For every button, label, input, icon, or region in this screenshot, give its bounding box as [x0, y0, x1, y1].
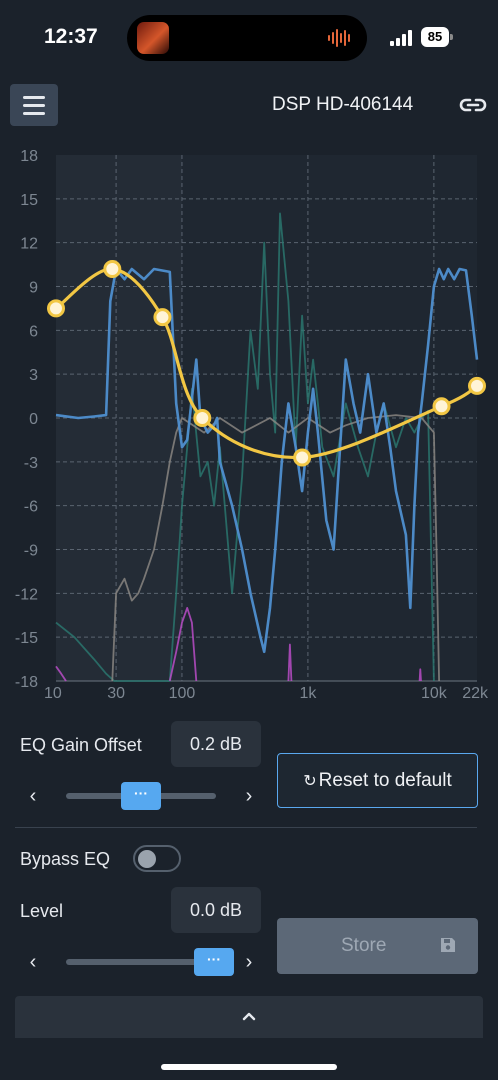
- album-art-icon: [137, 22, 169, 54]
- x-tick-label: 1k: [299, 685, 317, 702]
- reset-to-default-button[interactable]: ↻ Reset to default: [277, 753, 478, 808]
- status-bar: 12:37 85: [0, 0, 498, 75]
- y-tick-label: 15: [20, 192, 38, 209]
- eq-control-point[interactable]: [468, 376, 486, 395]
- device-title: DSP HD-406144: [272, 94, 414, 115]
- level-slider-track[interactable]: [66, 959, 216, 965]
- reset-icon: ↻: [303, 773, 317, 790]
- eq-gain-slider-thumb[interactable]: ···: [121, 782, 161, 810]
- y-tick-label: -15: [15, 630, 38, 647]
- reset-button-label: Reset to default: [318, 770, 452, 791]
- series-line: [55, 665, 67, 682]
- x-tick-label: 10k: [421, 685, 448, 702]
- series-line: [287, 643, 293, 682]
- eq-control-point[interactable]: [47, 299, 65, 318]
- y-tick-label: -6: [24, 499, 38, 516]
- level-increase-button[interactable]: ›: [245, 951, 253, 973]
- level-slider-thumb[interactable]: ···: [194, 948, 234, 976]
- y-tick-label: 3: [29, 367, 38, 384]
- chevron-up-icon: [242, 1012, 256, 1021]
- y-tick-label: 18: [20, 148, 38, 165]
- series-line: [111, 414, 440, 682]
- bypass-eq-toggle[interactable]: [133, 845, 181, 872]
- battery-icon: 85: [421, 27, 453, 47]
- y-tick-label: -12: [15, 586, 38, 603]
- eq-control-point[interactable]: [103, 259, 122, 278]
- y-tick-label: 6: [29, 323, 38, 340]
- battery-tip: [450, 34, 453, 40]
- series-line: [55, 267, 479, 654]
- bypass-eq-label: Bypass EQ: [20, 849, 111, 869]
- eq-control-point[interactable]: [432, 397, 451, 416]
- level-value[interactable]: 0.0 dB: [171, 887, 261, 933]
- level-label: Level: [20, 901, 64, 921]
- eq-control-point[interactable]: [293, 448, 312, 467]
- dynamic-island: [127, 15, 367, 61]
- home-indicator: [161, 1064, 337, 1070]
- save-icon: [441, 938, 455, 952]
- store-button[interactable]: Store: [277, 918, 478, 974]
- series-line: [418, 668, 422, 682]
- level-decrease-button[interactable]: ‹: [29, 951, 37, 973]
- eq-gain-offset-value[interactable]: 0.2 dB: [171, 721, 261, 767]
- link-icon[interactable]: [459, 94, 487, 116]
- store-button-label: Store: [341, 935, 387, 956]
- eq-control-point[interactable]: [193, 409, 212, 427]
- section-divider: [15, 827, 477, 828]
- hamburger-icon: [23, 104, 45, 107]
- y-tick-label: -18: [15, 674, 38, 691]
- y-tick-label: 9: [29, 280, 38, 297]
- hamburger-icon: [23, 96, 45, 99]
- x-tick-label: 100: [169, 685, 196, 702]
- y-tick-label: 12: [20, 236, 38, 253]
- x-tick-label: 30: [107, 685, 125, 702]
- x-tick-label: 22k: [462, 685, 489, 702]
- y-tick-label: -9: [24, 543, 38, 560]
- y-tick-label: -3: [24, 455, 38, 472]
- audio-wave-icon: [328, 29, 350, 47]
- battery-level: 85: [421, 27, 449, 47]
- collapse-panel-bar[interactable]: [15, 996, 483, 1038]
- eq-gain-increase-button[interactable]: ›: [245, 785, 253, 807]
- status-time: 12:37: [44, 25, 98, 48]
- y-tick-label: 0: [29, 411, 38, 428]
- menu-button[interactable]: [10, 84, 58, 126]
- signal-icon: [390, 30, 412, 46]
- series-line: [168, 607, 198, 682]
- eq-control-point[interactable]: [153, 308, 172, 327]
- toggle-knob: [138, 850, 156, 868]
- x-tick-label: 10: [44, 685, 62, 702]
- eq-gain-decrease-button[interactable]: ‹: [29, 785, 37, 807]
- eq-gain-offset-label: EQ Gain Offset: [20, 735, 142, 755]
- hamburger-icon: [23, 112, 45, 115]
